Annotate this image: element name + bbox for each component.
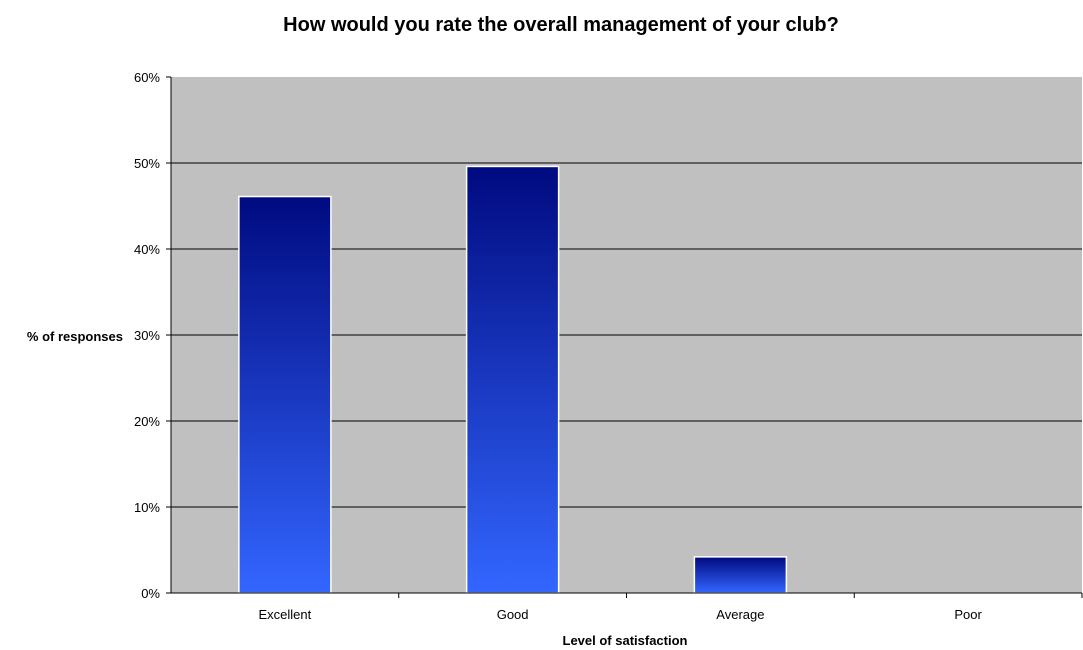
x-tick-label: Poor: [954, 607, 982, 622]
y-tick-label: 0%: [141, 586, 160, 601]
y-tick-label: 40%: [134, 242, 160, 257]
bar-good: [465, 165, 560, 594]
x-tick-labels: Excellent Good Average Poor: [259, 607, 983, 622]
x-axis-label: Level of satisfaction: [563, 633, 688, 648]
x-tick-label: Excellent: [259, 607, 312, 622]
y-tick-label: 30%: [134, 328, 160, 343]
bar-average: [693, 556, 788, 594]
chart-title: How would you rate the overall managemen…: [283, 14, 839, 36]
y-tick-labels: 0% 10% 20% 30% 40% 50% 60%: [134, 70, 160, 601]
x-tick-label: Average: [716, 607, 764, 622]
y-tick-label: 50%: [134, 156, 160, 171]
y-tick-label: 20%: [134, 414, 160, 429]
y-tick-label: 10%: [134, 500, 160, 515]
y-axis-label: % of responses: [27, 329, 123, 344]
bar-excellent: [238, 195, 332, 594]
y-tick-label: 60%: [134, 70, 160, 85]
bars: [238, 165, 788, 594]
axes: [170, 77, 1083, 598]
x-tick-label: Good: [497, 607, 529, 622]
